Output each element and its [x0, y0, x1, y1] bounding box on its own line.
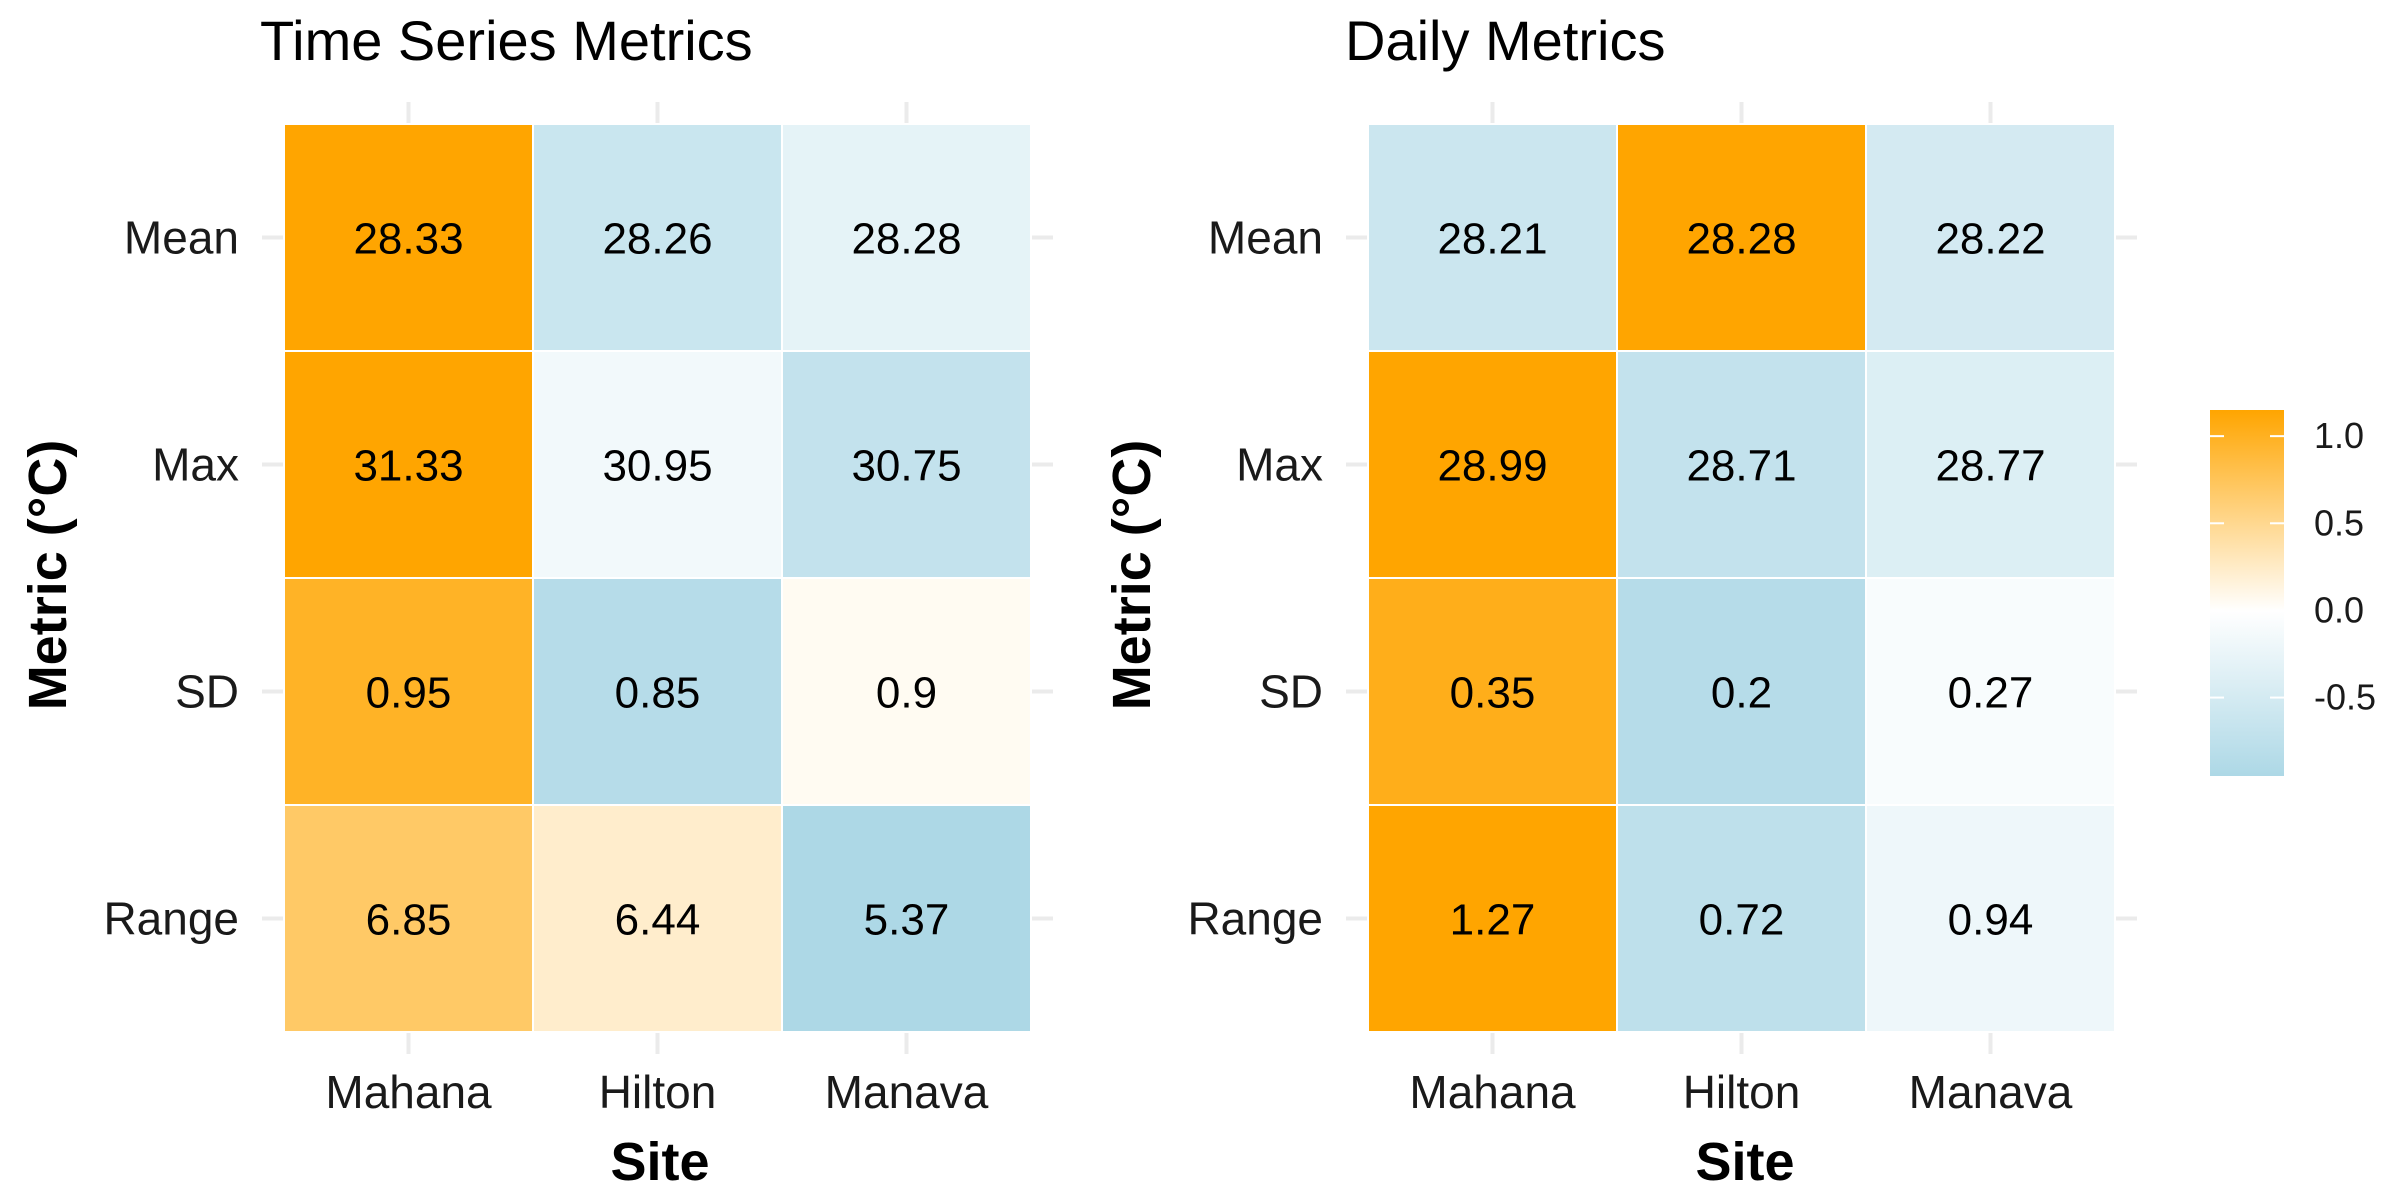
x-axis-label: Site	[1695, 1132, 1794, 1192]
heatmap-cell	[1616, 804, 1867, 1033]
heatmap-cell	[1865, 123, 2116, 352]
y-tick-label: Max	[152, 439, 239, 491]
y-tick-label: Mean	[124, 212, 239, 264]
cell-value-label: 0.9	[876, 669, 937, 718]
x-tick-label: Hilton	[599, 1066, 717, 1118]
legend-tick-label: 0.5	[2314, 502, 2364, 543]
x-tick-labels: Mahana Hilton Manava	[1409, 1066, 2072, 1118]
cell-value-label: 0.27	[1948, 669, 2034, 718]
legend-tick-label: 0.0	[2314, 589, 2364, 630]
x-tick-label: Manava	[1909, 1066, 2073, 1118]
heatmap-cell	[1367, 804, 1618, 1033]
cell-value-label: 28.28	[851, 215, 961, 264]
y-tick-label: Max	[1236, 439, 1323, 491]
legend-tick-label: 1.0	[2314, 415, 2364, 456]
heatmap-cell	[781, 350, 1032, 579]
heatmap-cell	[781, 577, 1032, 806]
x-tick-label: Mahana	[1409, 1066, 1576, 1118]
cell-value-label: 28.21	[1437, 215, 1547, 264]
y-tick-labels: Mean Max SD Range	[1187, 212, 1323, 945]
heatmap-cell	[1616, 577, 1867, 806]
cell-value-label: 30.95	[602, 442, 712, 491]
legend-colorbar	[2210, 410, 2284, 776]
cell-value-label: 0.94	[1948, 896, 2034, 945]
y-tick-label: Range	[1187, 893, 1323, 945]
heatmap-cell	[1865, 577, 2116, 806]
y-tick-label: SD	[175, 666, 239, 718]
cell-value-label: 0.35	[1450, 669, 1536, 718]
y-tick-label: Range	[103, 893, 239, 945]
cell-value-label: 6.44	[615, 896, 701, 945]
x-axis-label: Site	[610, 1132, 709, 1192]
heatmap-cell	[781, 123, 1032, 352]
cell-value-label: 0.2	[1711, 669, 1772, 718]
cell-value-label: 28.28	[1686, 215, 1796, 264]
heatmap-cell	[781, 804, 1032, 1033]
x-tick-label: Manava	[825, 1066, 989, 1118]
y-axis-label: Metric (°C)	[1102, 440, 1162, 711]
cell-value-label: 28.26	[602, 215, 712, 264]
heatmap-cell	[1367, 577, 1618, 806]
cell-value-label: 28.71	[1686, 442, 1796, 491]
cell-value-label: 31.33	[353, 442, 463, 491]
heatmap-cell	[1865, 804, 2116, 1033]
heatmap-cell	[532, 123, 783, 352]
legend-tick-label: -0.5	[2314, 677, 2376, 718]
x-tick-label: Hilton	[1683, 1066, 1801, 1118]
cell-value-label: 6.85	[366, 896, 452, 945]
heatmap-panel-time-series: Time Series Metrics 28.33 28.26 28.28 31.33…	[18, 9, 1053, 1192]
cell-value-label: 30.75	[851, 442, 961, 491]
heatmap-cell	[1367, 350, 1618, 579]
cell-value-label: 28.77	[1935, 442, 2045, 491]
heatmap-cell	[1865, 350, 2116, 579]
cell-value-label: 1.27	[1450, 896, 1536, 945]
heatmap-cells: 28.33 28.26 28.28 31.33 30.95 30.75 0.95 0.85 0.…	[283, 123, 1032, 1033]
y-axis-label: Metric (°C)	[18, 440, 78, 711]
heatmap-cell	[283, 350, 534, 579]
y-tick-labels: Mean Max SD Range	[103, 212, 239, 945]
x-tick-label: Mahana	[325, 1066, 492, 1118]
cell-value-label: 28.99	[1437, 442, 1547, 491]
cell-value-label: 0.85	[615, 669, 701, 718]
heatmap-cells: 28.21 28.28 28.22 28.99 28.71 28.77 0.35 0.2 0.2…	[1367, 123, 2116, 1033]
heatmap-cell	[283, 577, 534, 806]
y-tick-label: Mean	[1208, 212, 1323, 264]
cell-value-label: 28.33	[353, 215, 463, 264]
panel-title: Time Series Metrics	[260, 9, 753, 72]
cell-value-label: 5.37	[864, 896, 950, 945]
panel-title: Daily Metrics	[1345, 9, 1665, 72]
x-tick-labels: Mahana Hilton Manava	[325, 1066, 988, 1118]
heatmap-cell	[532, 577, 783, 806]
legend-ticks: 1.0 0.5 0.0 -0.5	[2210, 415, 2376, 718]
heatmap-cell	[283, 804, 534, 1033]
color-legend: 1.0 0.5 0.0 -0.5	[2210, 410, 2376, 776]
cell-value-label: 0.95	[366, 669, 452, 718]
y-tick-label: SD	[1259, 666, 1323, 718]
cell-value-label: 0.72	[1699, 896, 1785, 945]
heatmap-cell	[532, 804, 783, 1033]
cell-value-label: 28.22	[1935, 215, 2045, 264]
heatmap-cell	[532, 350, 783, 579]
